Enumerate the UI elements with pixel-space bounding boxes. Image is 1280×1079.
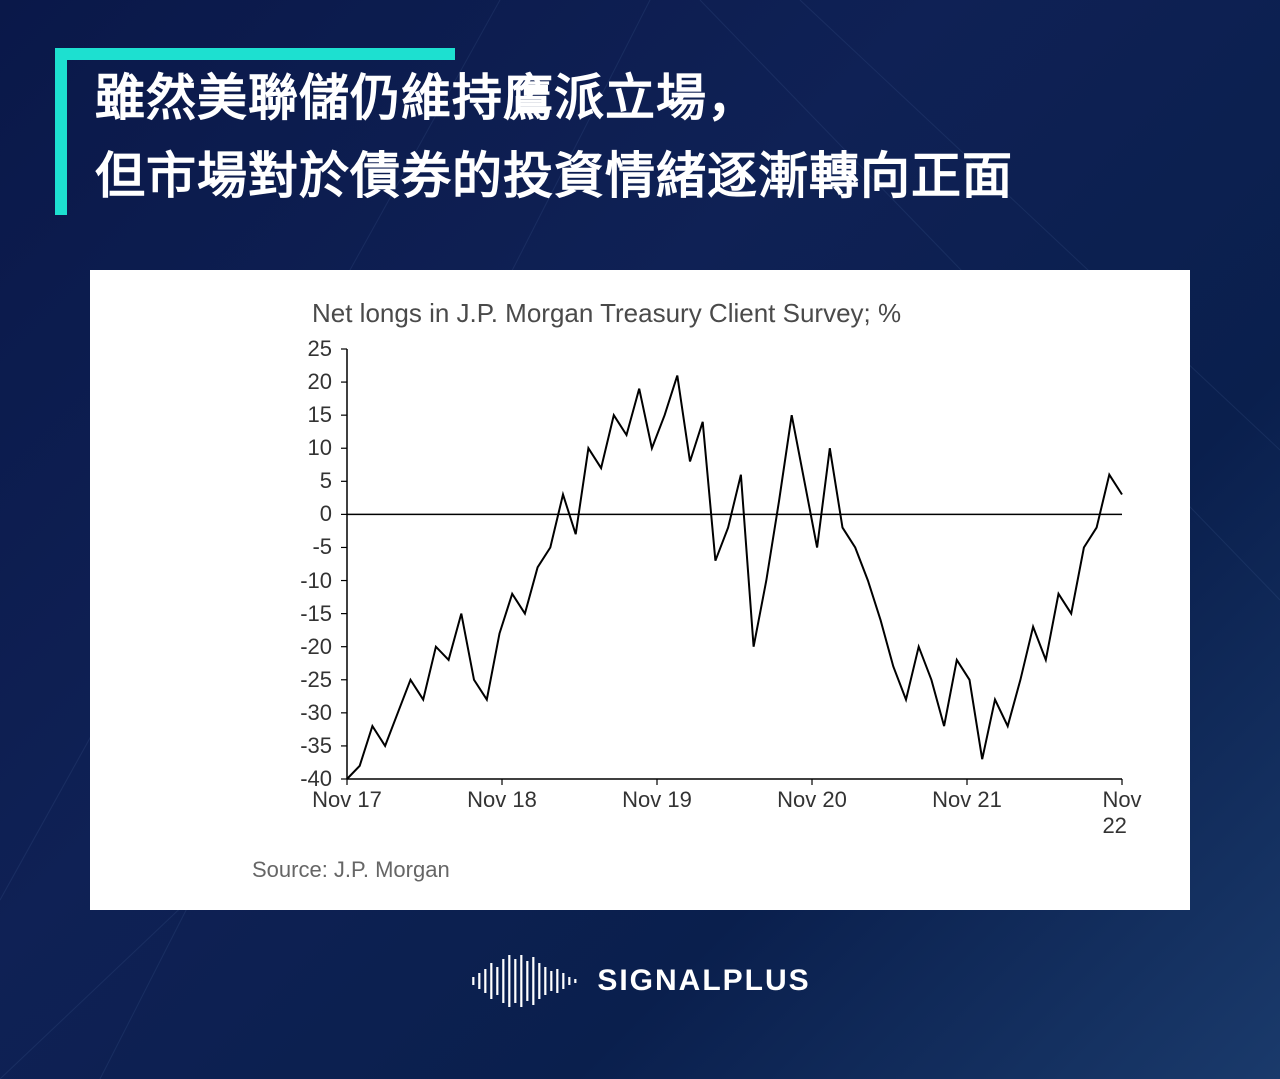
x-tick-label: Nov 17 — [312, 787, 382, 813]
signalplus-icon — [469, 953, 579, 1009]
chart-source: Source: J.P. Morgan — [252, 857, 1158, 883]
brand-name: SIGNALPLUS — [597, 964, 810, 998]
header-line-1: 雖然美聯儲仍維持鷹派立場， — [95, 60, 1013, 138]
header-line-2: 但市場對於債券的投資情緒逐漸轉向正面 — [95, 138, 1013, 216]
x-tick-label: Nov 20 — [777, 787, 847, 813]
chart-card: Net longs in J.P. Morgan Treasury Client… — [90, 270, 1190, 910]
x-tick-label: Nov 19 — [622, 787, 692, 813]
line-chart-svg — [122, 339, 1158, 819]
chart-plot-area: 2520151050-5-10-15-20-25-30-35-40 Nov 17… — [122, 339, 1158, 849]
header-accent-bar — [55, 48, 455, 60]
brand-logo: SIGNALPLUS — [469, 953, 810, 1009]
x-tick-label: Nov 18 — [467, 787, 537, 813]
chart-title: Net longs in J.P. Morgan Treasury Client… — [312, 298, 1158, 329]
x-tick-label: Nov 21 — [932, 787, 1002, 813]
header: 雖然美聯儲仍維持鷹派立場， 但市場對於債券的投資情緒逐漸轉向正面 — [55, 60, 1013, 215]
x-tick-label: Nov 22 — [1102, 787, 1141, 839]
x-axis-labels: Nov 17Nov 18Nov 19Nov 20Nov 21Nov 22 — [122, 787, 1158, 821]
